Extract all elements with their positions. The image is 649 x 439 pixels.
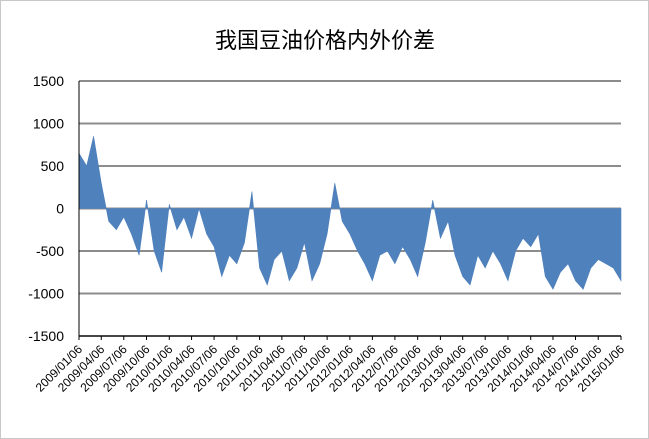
y-tick-label-3: 0	[56, 201, 64, 217]
y-tick-label-6: -1500	[28, 328, 64, 344]
area-layer	[78, 136, 622, 290]
y-tick-label-1: 1000	[33, 116, 64, 132]
y-tick-label-2: 500	[41, 158, 65, 174]
y-tick-label-5: -1000	[28, 286, 64, 302]
y-tick-labels: 1500 1000 500 0 -500 -1000 -1500	[28, 73, 64, 344]
y-tick-label-4: -500	[36, 243, 64, 259]
area-series	[78, 136, 622, 290]
x-tick-labels: 2009/01/062009/04/062009/07/062009/10/06…	[33, 342, 628, 395]
chart-title: 我国豆油价格内外价差	[215, 29, 435, 54]
axis-layer	[78, 81, 622, 340]
y-tick-label-0: 1500	[33, 73, 64, 89]
